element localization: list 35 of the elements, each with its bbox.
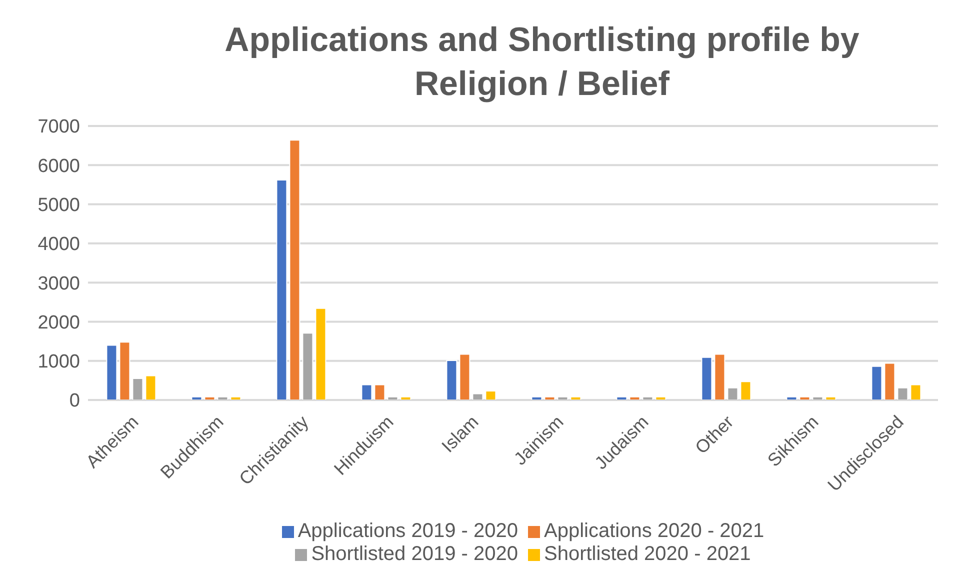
bar <box>119 342 130 400</box>
bar <box>289 140 300 400</box>
y-tick-label: 3000 <box>38 273 80 294</box>
y-tick-label: 2000 <box>38 312 80 334</box>
y-tick-label: 5000 <box>38 195 80 216</box>
bar <box>727 387 738 400</box>
bar <box>302 332 314 400</box>
y-tick-label: 4000 <box>38 234 80 256</box>
legend-label: Applications 2019 - 2020 <box>298 520 518 542</box>
bar <box>740 381 752 400</box>
y-tick-label: 0 <box>69 390 80 412</box>
bar <box>910 384 922 400</box>
bar <box>446 360 458 400</box>
y-tick-label: 1000 <box>38 352 80 373</box>
legend-label: Shortlisted 2019 - 2020 <box>311 543 518 565</box>
bar <box>485 390 496 400</box>
chart-title: Applications and Shortlisting profile by Religion / Belief <box>224 20 860 105</box>
bar <box>132 378 144 400</box>
bar <box>701 356 712 400</box>
bar <box>374 384 386 400</box>
bar <box>361 384 372 400</box>
bar <box>897 387 908 400</box>
bar <box>714 354 726 400</box>
y-tick-label: 6000 <box>38 156 80 177</box>
y-tick-label: 7000 <box>38 116 80 138</box>
bar <box>276 180 288 400</box>
bar <box>459 354 470 400</box>
legend-label: Shortlisted 2020 - 2021 <box>544 543 751 565</box>
bar <box>884 362 896 400</box>
bar <box>145 375 156 400</box>
bar <box>472 393 484 400</box>
bar <box>106 344 118 400</box>
legend-label: Applications 2020 - 2021 <box>544 520 764 542</box>
bar <box>315 308 326 400</box>
bar <box>871 366 882 400</box>
